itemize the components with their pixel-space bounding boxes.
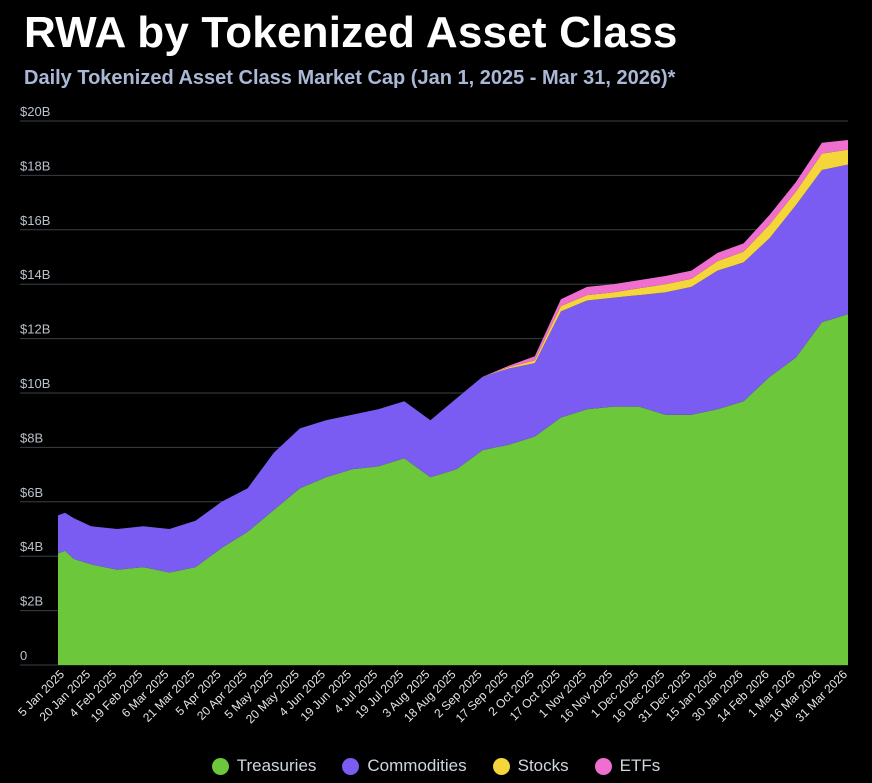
legend-item-commodities[interactable]: Commodities: [342, 756, 467, 776]
legend-label-stocks: Stocks: [517, 756, 569, 775]
y-tick-label: $4B: [20, 539, 43, 554]
chart-subtitle: Daily Tokenized Asset Class Market Cap (…: [24, 67, 676, 89]
y-tick-label: $2B: [20, 594, 43, 609]
y-tick-label: $12B: [20, 322, 50, 337]
y-tick-label: $16B: [20, 213, 50, 228]
legend-label-etfs: ETFs: [619, 756, 661, 775]
y-tick-label: $18B: [20, 158, 50, 173]
area-treasuries: [58, 314, 848, 665]
legend-item-stocks[interactable]: Stocks: [492, 756, 569, 776]
legend-label-commodities: Commodities: [367, 756, 467, 775]
legend: Treasuries Commodities Stocks ETFs: [0, 756, 872, 776]
y-tick-label: $10B: [20, 376, 50, 391]
legend-swatch-etfs: [594, 757, 612, 775]
legend-item-etfs[interactable]: ETFs: [594, 756, 661, 776]
y-tick-label: $20B: [20, 104, 50, 119]
legend-swatch-stocks: [492, 757, 510, 775]
area-series: [58, 140, 848, 665]
y-tick-label: $14B: [20, 267, 50, 282]
y-tick-label: $8B: [20, 430, 43, 445]
y-tick-label: 0: [20, 648, 27, 663]
legend-swatch-treasuries: [211, 757, 229, 775]
legend-item-treasuries[interactable]: Treasuries: [211, 756, 317, 776]
y-axis-ticks: 0 $2B $4B $6B $8B $10B $12B $14B $16B $18B $20B: [20, 104, 50, 663]
legend-label-treasuries: Treasuries: [236, 756, 317, 775]
chart-title: RWA by Tokenized Asset Class: [24, 8, 678, 57]
area-commodities: [58, 164, 848, 573]
legend-swatch-commodities: [342, 757, 360, 775]
y-tick-label: $6B: [20, 485, 43, 500]
